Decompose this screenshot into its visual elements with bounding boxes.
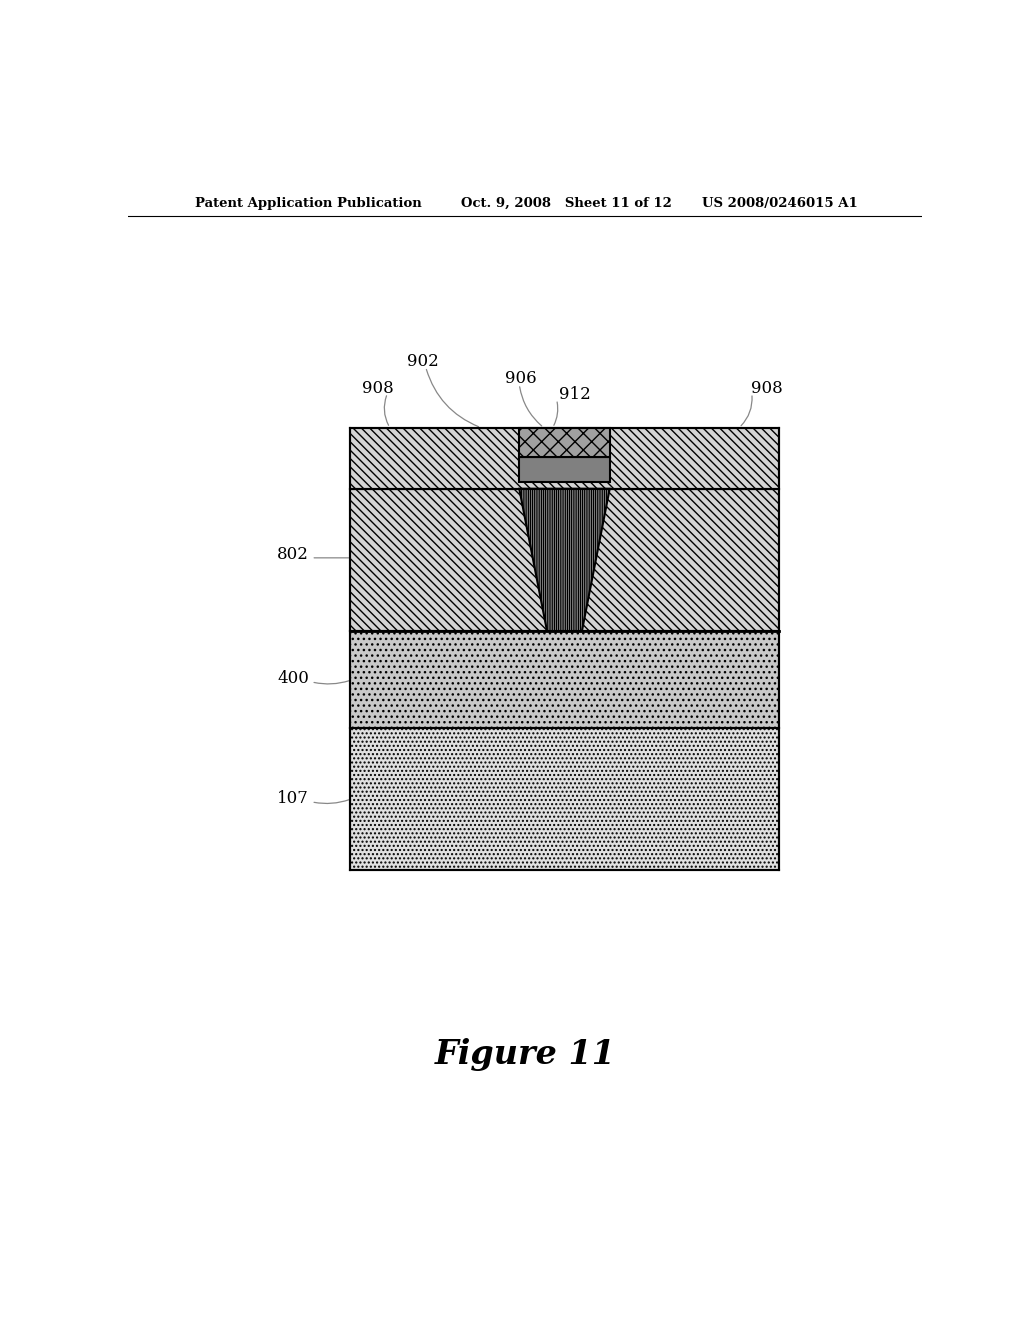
Text: 802: 802 xyxy=(278,546,309,564)
Bar xyxy=(350,428,778,488)
Text: 902: 902 xyxy=(408,354,439,370)
Text: 906: 906 xyxy=(505,371,537,388)
Bar xyxy=(350,727,778,870)
Text: Figure 11: Figure 11 xyxy=(434,1039,615,1072)
Bar xyxy=(350,488,778,631)
Text: Oct. 9, 2008   Sheet 11 of 12: Oct. 9, 2008 Sheet 11 of 12 xyxy=(461,197,672,210)
Text: 908: 908 xyxy=(751,380,782,396)
Polygon shape xyxy=(519,488,609,631)
Text: 908: 908 xyxy=(362,380,394,396)
Text: 912: 912 xyxy=(559,385,591,403)
Bar xyxy=(350,631,778,727)
Text: US 2008/0246015 A1: US 2008/0246015 A1 xyxy=(702,197,858,210)
Bar xyxy=(519,428,609,457)
Text: 107: 107 xyxy=(278,791,309,808)
Bar xyxy=(519,457,609,482)
Text: Patent Application Publication: Patent Application Publication xyxy=(196,197,422,210)
Text: 400: 400 xyxy=(278,671,309,688)
